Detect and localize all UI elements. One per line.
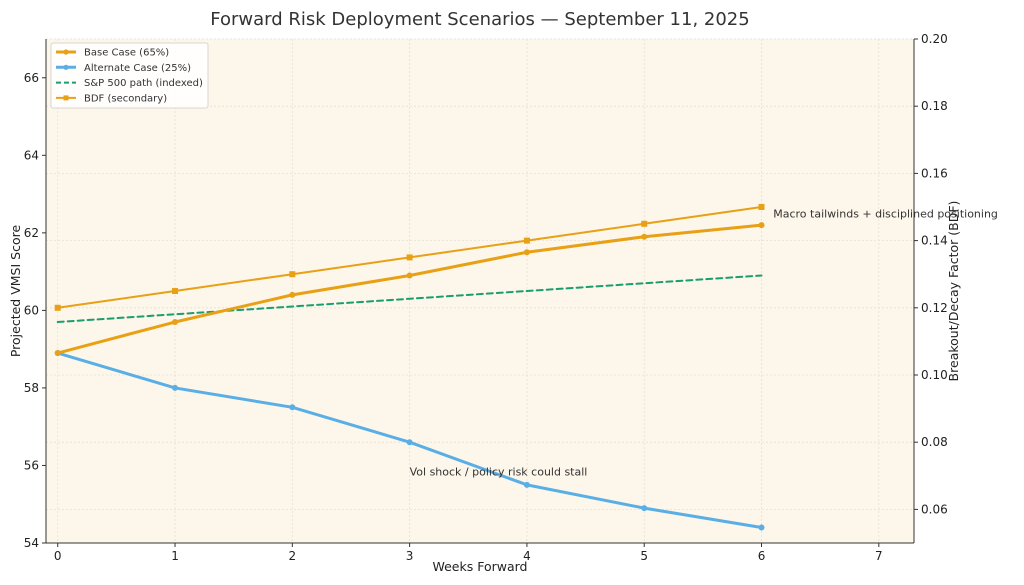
y2-axis-label: Breakout/Decay Factor (BDF) [946,201,961,382]
data-point-bdf-secondary [289,271,296,278]
data-point-base-case-65 [172,319,179,326]
axes [45,39,915,544]
data-point-alternate-case-25 [172,384,179,391]
y2-tick-label: 0.20 [921,32,948,46]
data-point-bdf-secondary [172,288,179,294]
x-axis-label: Weeks Forward [432,559,527,574]
data-point-alternate-case-25 [406,439,413,446]
annotation-text: Vol shock / policy risk could stall [410,465,588,478]
legend-swatch-marker [63,64,69,70]
data-point-alternate-case-25 [758,524,765,531]
y2-tick-label: 0.12 [921,301,948,315]
y2-tick-label: 0.10 [921,368,948,382]
series-line-s-p-500-path-indexed [56,274,763,324]
legend-swatch-marker [63,49,69,55]
x-tick-label: 3 [406,549,414,563]
x-tick-label: 2 [289,549,297,563]
y2-tick-label: 0.06 [921,502,948,516]
series-layer [54,204,765,531]
data-point-base-case-65 [406,272,413,279]
y-tick-label: 62 [24,226,39,240]
legend-box [50,42,209,109]
grid [46,38,914,543]
data-point-base-case-65 [289,291,296,298]
y-tick-label: 60 [24,303,39,317]
y2-tick-label: 0.16 [921,166,948,180]
data-point-alternate-case-25 [523,481,530,488]
y2-tick-label: 0.14 [921,234,948,248]
data-point-alternate-case-25 [289,404,296,411]
data-point-bdf-secondary [406,254,413,261]
data-point-bdf-secondary [54,304,61,311]
x-tick-label: 7 [875,549,883,563]
x-tick-label: 1 [171,549,179,563]
data-point-bdf-secondary [758,204,765,210]
legend-label: S&P 500 path (indexed) [84,78,203,89]
y-tick-label: 58 [24,381,39,395]
x-tick-label: 6 [758,549,766,563]
legend-label: Base Case (65%) [84,48,169,59]
legend: Base Case (65%) Alternate Case (25%) S&P 5… [50,42,209,109]
data-point-base-case-65 [523,249,530,256]
y-axis-label: Projected VMSI Score [8,225,23,358]
y-tick-label: 54 [24,536,39,550]
y2-tick-label: 0.18 [921,99,948,113]
legend-swatch-marker [63,95,69,101]
legend-label: Alternate Case (25%) [84,63,191,74]
annotations: Macro tailwinds + disciplined positionin… [410,207,998,478]
chart-title: Forward Risk Deployment Scenarios — Sept… [210,9,749,30]
y-tick-label: 56 [24,458,39,472]
x-tick-label: 4 [523,549,531,563]
annotation-text: Macro tailwinds + disciplined positionin… [773,207,998,220]
y-tick-label: 64 [24,148,39,162]
data-point-base-case-65 [758,222,765,229]
data-point-bdf-secondary [641,220,648,227]
plot-background [46,39,914,543]
legend-label: BDF (secondary) [84,93,167,104]
data-point-base-case-65 [54,350,61,357]
ticks: 0 1 2 3 4 5 6 7545658606264660.060.080.100.120.… [24,32,948,563]
x-tick-label: 0 [54,549,62,563]
y-tick-label: 66 [24,71,39,85]
y2-tick-label: 0.08 [921,435,948,449]
x-tick-label: 5 [640,549,648,563]
data-point-base-case-65 [641,233,648,240]
data-point-alternate-case-25 [641,505,648,512]
data-point-bdf-secondary [523,237,530,244]
